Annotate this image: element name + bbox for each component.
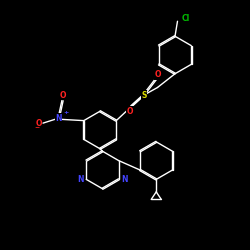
Text: O: O xyxy=(154,70,161,80)
Text: O: O xyxy=(36,119,42,128)
Text: N: N xyxy=(56,114,62,122)
Text: Cl: Cl xyxy=(181,14,190,23)
Text: +: + xyxy=(63,110,68,115)
Text: −: − xyxy=(34,125,40,130)
Text: S: S xyxy=(141,90,146,100)
Text: O: O xyxy=(59,91,66,100)
Text: N: N xyxy=(122,175,128,184)
Text: N: N xyxy=(77,175,83,184)
Text: O: O xyxy=(127,107,133,116)
